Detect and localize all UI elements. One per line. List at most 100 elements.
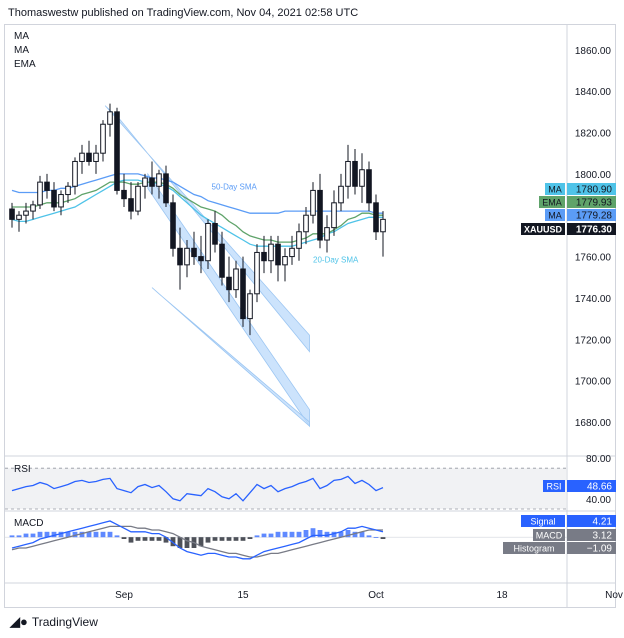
- macd-histogram-bar: [247, 537, 253, 539]
- rsi-label-value: 48.66: [587, 482, 612, 493]
- candle-body: [373, 202, 379, 233]
- candle-body: [156, 173, 162, 187]
- tradingview-logo-icon: ◢●: [10, 614, 28, 629]
- macd-histogram-bar: [51, 531, 57, 538]
- price-axis-tick-label: 1860.00: [575, 46, 612, 57]
- footer-brand-label: TradingView: [31, 615, 98, 629]
- candle-body: [254, 251, 260, 295]
- macd-histogram-bar: [373, 537, 379, 538]
- candle-body: [317, 189, 323, 241]
- macd-histogram-bar: [310, 528, 316, 538]
- macd-histogram-bar: [79, 531, 85, 538]
- rsi-label-name: RSI: [546, 482, 561, 492]
- candle-body: [121, 189, 127, 200]
- candle-body: [310, 189, 316, 216]
- price-label-value-box: [567, 183, 616, 195]
- time-axis-tick-label: Nov: [605, 590, 623, 601]
- macd-histogram-bar: [233, 537, 239, 541]
- price-label-ema: EMA 1779.93: [539, 196, 616, 209]
- legend-rsi[interactable]: RSI: [14, 464, 31, 475]
- candle-body: [261, 251, 267, 262]
- candle-body: [93, 152, 99, 162]
- macd-histogram-bar: [149, 537, 155, 541]
- legend-ma-2[interactable]: MA: [14, 45, 29, 56]
- candle-body: [219, 243, 225, 278]
- macd-label-value: 4.21: [593, 517, 613, 528]
- candle-body: [184, 247, 190, 266]
- macd-histogram-bar: [198, 537, 204, 547]
- candle-body: [282, 256, 288, 266]
- candle-body: [142, 177, 148, 187]
- legend-ema[interactable]: EMA: [14, 59, 36, 70]
- price-label-name-box: [521, 223, 565, 235]
- candle-body: [51, 189, 57, 208]
- candle-body: [9, 208, 15, 220]
- price-axis-tick-label: 1740.00: [575, 294, 612, 305]
- candle-body: [324, 227, 330, 241]
- macd-histogram-bar: [100, 531, 106, 538]
- chart-frame: [4, 24, 616, 608]
- candle-body: [366, 169, 372, 204]
- macd-histogram-bar: [93, 531, 99, 538]
- macd-label-name-box: [533, 529, 565, 541]
- legend-macd[interactable]: MACD: [14, 518, 44, 529]
- candle-body: [163, 173, 169, 204]
- candle-body: [268, 243, 274, 262]
- macd-histogram-bar: [303, 530, 309, 538]
- rsi-line: [11, 475, 384, 502]
- macd-histogram-bar: [317, 530, 323, 538]
- macd-histogram-bar: [331, 531, 337, 538]
- price-axis-tick-label: 1700.00: [575, 377, 612, 388]
- macd-histogram-bar: [23, 533, 29, 538]
- macd-histogram-bar: [366, 535, 372, 538]
- price-label-value-box: [567, 209, 616, 221]
- macd-histogram-bar: [58, 531, 64, 538]
- annotation-sma50: 50-Day SMA: [212, 182, 258, 191]
- macd-histogram-bar: [44, 531, 50, 538]
- macd-histogram-bar: [177, 537, 183, 548]
- candle-body: [380, 218, 386, 233]
- legend-ma-1[interactable]: MA: [14, 31, 29, 42]
- candle-body: [128, 198, 134, 212]
- macd-histogram-bar: [359, 531, 365, 538]
- macd-label-value-box: [567, 515, 616, 527]
- candle-body: [149, 177, 155, 187]
- candle-body: [247, 293, 253, 320]
- candle-body: [100, 123, 106, 154]
- candle-body: [303, 214, 309, 233]
- candle-body: [275, 243, 281, 266]
- macd-histogram-bar: [114, 535, 120, 538]
- macd-histogram-bar: [219, 537, 225, 541]
- macd-histogram-bar: [324, 531, 330, 538]
- channel-lower: [151, 287, 310, 428]
- macd-label-name-box: [503, 542, 565, 554]
- candle-body: [58, 194, 64, 208]
- macd-histogram-bar: [254, 535, 260, 538]
- publisher-header: Thomaswestw published on TradingView.com…: [8, 7, 359, 19]
- macd-histogram-bar: [240, 537, 246, 541]
- price-axis-tick-label: 1680.00: [575, 418, 612, 429]
- macd-histogram-bar: [37, 531, 43, 538]
- rsi-label-value-box: [567, 480, 616, 492]
- time-axis-tick-label: 15: [237, 590, 249, 601]
- candle-body: [16, 214, 22, 220]
- candle-body: [44, 181, 50, 191]
- price-label-name-box: [539, 196, 565, 208]
- candle-body: [233, 268, 239, 291]
- macd-histogram-bar: [135, 537, 141, 541]
- macd-histogram-bar: [16, 535, 22, 538]
- candle-body: [191, 247, 197, 258]
- macd-signal-line: [11, 525, 383, 558]
- candle-body: [296, 231, 302, 249]
- candle-body: [359, 169, 365, 187]
- candle-body: [198, 256, 204, 262]
- macd-histogram-bar: [107, 531, 113, 538]
- macd-histogram-bar: [282, 531, 288, 538]
- macd-histogram-bar: [261, 533, 267, 538]
- price-label-name-box: [545, 183, 565, 195]
- price-label-name: MA: [548, 185, 562, 195]
- macd-label-value-box: [567, 542, 616, 554]
- macd-histogram-bar: [268, 533, 274, 538]
- candle-body: [79, 152, 85, 162]
- macd-histogram-bar: [142, 537, 148, 541]
